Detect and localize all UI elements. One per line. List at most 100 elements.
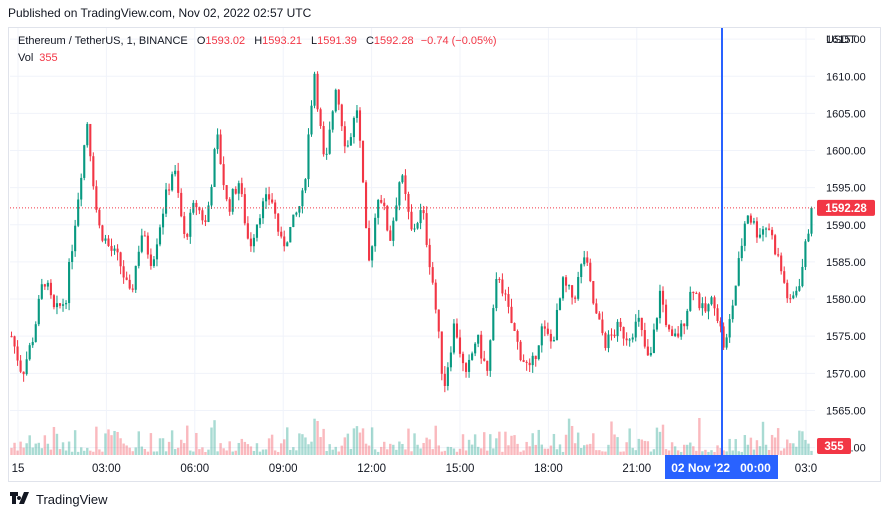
close-label: C [365, 35, 374, 47]
volume-bar [192, 451, 195, 455]
candle-body [461, 353, 465, 364]
candle-body [674, 333, 677, 336]
volume-bar [386, 449, 389, 455]
candle-body [322, 126, 325, 155]
candle-body [131, 288, 134, 290]
candle-body [528, 362, 531, 366]
candle-body [489, 340, 492, 371]
volume-bar [649, 451, 653, 455]
candle-body [555, 309, 559, 341]
candle-body [340, 104, 343, 127]
volume-bar [470, 444, 474, 455]
volume-bar [40, 448, 44, 455]
candle-body [740, 245, 743, 259]
volume-bar [543, 448, 547, 455]
candle-body [477, 334, 480, 344]
volume-bar [446, 446, 450, 455]
symbol-title: Ethereum / TetherUS, 1, BINANCE [18, 35, 188, 47]
low-label: L [311, 35, 318, 47]
candle-body [16, 346, 19, 361]
volume-bar [670, 442, 674, 455]
candle-body [434, 282, 437, 310]
volume-bar [764, 444, 768, 455]
volume-bar [661, 424, 665, 455]
price-tick-label: 1575.00 [826, 331, 866, 343]
volume-bar [255, 443, 259, 455]
candle-body [319, 109, 322, 127]
candle-body [313, 73, 316, 106]
candle-body [471, 353, 474, 360]
candle-body [483, 358, 486, 361]
volume-bar [528, 446, 531, 455]
volume-bar [143, 448, 147, 455]
last-price-text: 1592.28 [825, 203, 867, 215]
candle-body [746, 215, 749, 224]
candle-body [568, 285, 571, 287]
candle-body [652, 329, 655, 353]
candle-body [613, 334, 616, 337]
candle-body [343, 126, 346, 147]
volume-bar [179, 439, 183, 455]
candle-body [152, 259, 155, 266]
candle-body [404, 175, 407, 194]
volume-bar [634, 450, 637, 455]
candle-body [161, 213, 165, 228]
candle-body [177, 170, 180, 193]
candle-body [280, 231, 283, 237]
volume-bar [567, 418, 571, 455]
candle-body [501, 279, 504, 294]
volume-bar [225, 450, 228, 455]
candle-body [758, 234, 762, 238]
volume-bar [58, 449, 62, 455]
candle-body [598, 313, 601, 320]
volume-bar [110, 435, 113, 455]
volume-bar [46, 443, 50, 455]
volume-bar [370, 427, 374, 455]
volume-bar [522, 450, 525, 455]
volume-bar [722, 450, 725, 455]
high-value: 1593.21 [262, 35, 302, 47]
volume-bar [486, 450, 489, 455]
volume-bar [28, 435, 31, 455]
time-tick-label: 03:00 [92, 463, 121, 475]
footer-brand[interactable]: TradingView [10, 492, 108, 507]
volume-bar [34, 443, 37, 455]
volume-bar [792, 443, 795, 455]
candle-body [743, 223, 746, 246]
candle-body [552, 340, 555, 342]
volume-bar [125, 445, 128, 455]
candle-body [271, 199, 274, 203]
candle-body [537, 345, 540, 360]
candle-body [149, 254, 152, 266]
chart-panel[interactable] [8, 27, 881, 482]
volume-bar [701, 451, 704, 455]
volume-bar [489, 434, 492, 455]
time-tick-label: 21:00 [622, 463, 651, 475]
volume-bar [101, 451, 104, 455]
volume-bar [131, 451, 134, 455]
volume-bar [25, 443, 28, 455]
volume-bar [161, 438, 165, 455]
candle-body [604, 333, 607, 349]
candle-body [237, 183, 240, 194]
candle-body [658, 290, 662, 319]
candle-body [37, 298, 40, 325]
price-tick-label: 1595.00 [826, 183, 866, 195]
candle-body [386, 205, 389, 231]
candle-body [607, 334, 610, 349]
volume-bar [16, 450, 19, 455]
candle-body [89, 123, 92, 157]
crosshair-time-label: 02 Nov '22 00:00 [665, 455, 778, 479]
candle-body [601, 319, 604, 334]
volume-bar [667, 450, 671, 455]
volume-bar [783, 448, 786, 455]
volume-bar [779, 450, 783, 455]
candle-body [495, 279, 498, 309]
volume-bar [640, 439, 644, 455]
volume-bar [652, 449, 656, 455]
volume-badge: 355 [817, 438, 851, 454]
candle-body [61, 304, 65, 306]
candle-body [731, 305, 734, 320]
volume-bar [67, 441, 71, 455]
